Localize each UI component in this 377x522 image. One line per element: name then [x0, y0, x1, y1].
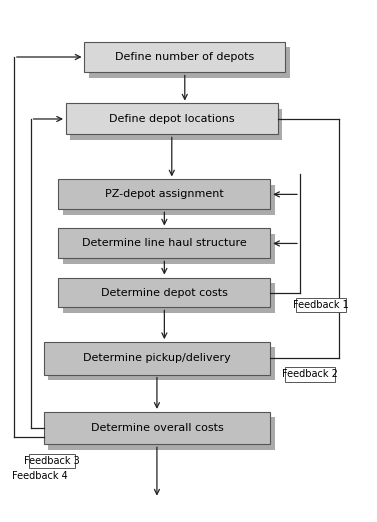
FancyBboxPatch shape [44, 342, 270, 375]
Text: Determine pickup/delivery: Determine pickup/delivery [83, 353, 231, 363]
FancyBboxPatch shape [48, 417, 275, 449]
Text: Determine line haul structure: Determine line haul structure [82, 239, 247, 248]
Text: Define number of depots: Define number of depots [115, 52, 254, 62]
FancyBboxPatch shape [48, 347, 275, 380]
Text: Feedback 2: Feedback 2 [282, 370, 338, 379]
FancyBboxPatch shape [58, 229, 270, 258]
Text: Feedback 1: Feedback 1 [293, 300, 349, 310]
FancyBboxPatch shape [29, 454, 75, 468]
Text: Feedback 3: Feedback 3 [24, 456, 80, 466]
Text: Determine overall costs: Determine overall costs [90, 423, 223, 433]
FancyBboxPatch shape [296, 298, 346, 312]
FancyBboxPatch shape [63, 283, 275, 313]
FancyBboxPatch shape [84, 42, 285, 73]
FancyBboxPatch shape [58, 278, 270, 307]
FancyBboxPatch shape [58, 180, 270, 209]
FancyBboxPatch shape [44, 412, 270, 444]
Text: Determine depot costs: Determine depot costs [101, 288, 228, 298]
FancyBboxPatch shape [63, 234, 275, 264]
Text: Define depot locations: Define depot locations [109, 114, 234, 124]
FancyBboxPatch shape [285, 367, 335, 382]
Text: PZ-depot assignment: PZ-depot assignment [105, 189, 224, 199]
FancyBboxPatch shape [89, 46, 290, 78]
Text: Feedback 4: Feedback 4 [12, 471, 68, 481]
FancyBboxPatch shape [70, 109, 282, 140]
FancyBboxPatch shape [66, 103, 277, 135]
FancyBboxPatch shape [63, 185, 275, 215]
